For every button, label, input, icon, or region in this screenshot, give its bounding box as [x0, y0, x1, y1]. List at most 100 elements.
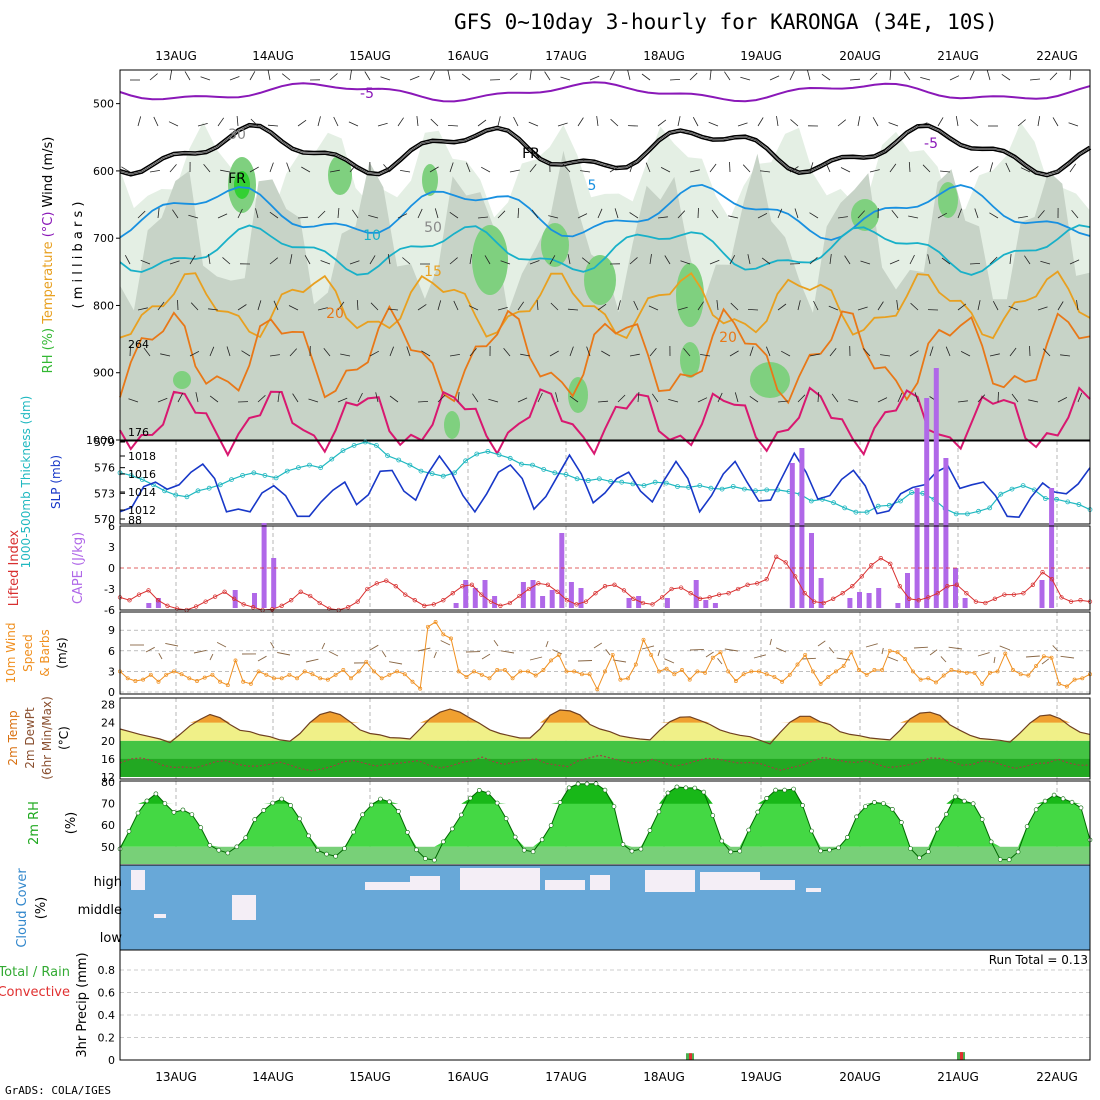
- wind-barb: [970, 119, 979, 127]
- thickness-point: [1054, 496, 1059, 502]
- wind-speed-point: [780, 679, 785, 684]
- wind-barb: [208, 308, 219, 311]
- wind-barb: [548, 215, 559, 219]
- wind-barb: [177, 299, 179, 311]
- cape-bar: [693, 580, 699, 608]
- rh-point: [611, 804, 617, 809]
- wind-barb: [349, 164, 357, 173]
- wind-barb: [172, 209, 179, 219]
- lifted-index-point: [697, 596, 703, 601]
- rh-point: [243, 835, 248, 841]
- lifted-index-point: [935, 591, 940, 596]
- thickness-point: [362, 439, 368, 445]
- wind-speed-point: [133, 679, 138, 683]
- wind-barb: [617, 394, 626, 403]
- surface-wind-barb: [577, 660, 593, 662]
- stability-frame: [119, 525, 1091, 611]
- ylabel-part: Wind: [41, 171, 56, 208]
- cloud-level-label: middle: [78, 903, 122, 918]
- wind-barb: [137, 116, 142, 127]
- wind-barb: [189, 255, 196, 265]
- lifted-index-point: [469, 582, 475, 587]
- wind-barb: [637, 391, 640, 403]
- wind-speed-point: [910, 669, 915, 674]
- wind-barb: [1028, 399, 1039, 403]
- precip-frame: [119, 949, 1091, 1061]
- thickness-point: [519, 461, 524, 467]
- wind-barb: [129, 345, 131, 357]
- cape-ylabel: CAPE (J/kg): [71, 532, 86, 604]
- cape-bar: [895, 603, 901, 608]
- wind-barb: [169, 164, 177, 173]
- rh-point: [333, 853, 338, 859]
- date-label-bottom: 22AUG: [1036, 1070, 1078, 1084]
- wind-barb: [848, 399, 859, 403]
- cape-bar: [943, 458, 949, 608]
- wind-speed-point: [610, 652, 615, 657]
- wind-barb: [609, 70, 615, 81]
- wind-barb: [1009, 347, 1017, 357]
- contour-label: -5: [924, 136, 938, 152]
- wind-barb: [529, 163, 537, 173]
- wind-barb: [137, 210, 146, 219]
- rh-point: [270, 800, 276, 806]
- pressure-ylabel: ( m i l l i b a r s ): [71, 202, 86, 309]
- cloud-unit: (%): [34, 897, 49, 920]
- wind-barb: [880, 354, 891, 357]
- lifted-index-point: [688, 591, 693, 596]
- wind-barb: [273, 300, 279, 311]
- temp-tick: 28: [101, 699, 115, 712]
- wind-speed-point: [880, 668, 885, 672]
- date-label-top: 13AUG: [155, 49, 197, 63]
- thickness-point: [217, 482, 223, 488]
- lifted-index-point: [289, 598, 294, 603]
- lifted-index-point: [1059, 595, 1064, 600]
- rh-point: [1069, 799, 1075, 805]
- wind-barb: [550, 302, 559, 311]
- wind-barb: [869, 169, 880, 173]
- wind-barb: [500, 260, 511, 265]
- wind-barb: [409, 75, 420, 81]
- lifted-index-point: [212, 594, 218, 599]
- surface-wind-barb: [328, 650, 339, 657]
- surface-wind-barb: [865, 643, 878, 648]
- rh-blob: [541, 223, 569, 267]
- wind-speed-point: [556, 652, 561, 657]
- wind-barb: [226, 346, 231, 357]
- rh-blob: [568, 377, 588, 413]
- wind-barb: [337, 301, 345, 311]
- surface-wind-barb: [529, 656, 543, 661]
- rh-point: [216, 847, 222, 853]
- lifted-index-point: [165, 603, 170, 608]
- rh-point: [710, 813, 716, 818]
- thickness-point: [875, 503, 881, 509]
- rh-point: [378, 796, 383, 802]
- thickness-point: [652, 479, 658, 485]
- thickness-point: [396, 457, 402, 463]
- wind-barb: [917, 122, 928, 127]
- thickness-point: [496, 452, 502, 458]
- lifted-index-point: [802, 591, 807, 596]
- rh-point: [755, 809, 761, 815]
- cape-bar: [933, 368, 939, 608]
- thickness-point: [139, 477, 145, 483]
- cape-bar: [463, 580, 469, 608]
- cloud-gap: [760, 880, 795, 890]
- lifted-index-point: [707, 595, 712, 600]
- wind-speed-point: [325, 677, 330, 682]
- wind-barb: [209, 395, 219, 403]
- cape-bar: [261, 523, 267, 608]
- wind-barb: [449, 211, 459, 219]
- wind-speed-point: [864, 672, 869, 677]
- wind-barb: [857, 116, 861, 127]
- wind-barb: [137, 307, 148, 311]
- wind-barb: [761, 257, 771, 265]
- rh-point: [961, 798, 967, 804]
- wind-speed-point: [395, 669, 400, 674]
- wind-barb: [1017, 216, 1028, 219]
- surface-wind-barb: [940, 656, 947, 663]
- surface-wind-barb: [145, 646, 155, 653]
- date-label-top: 19AUG: [740, 49, 782, 63]
- rh-blob: [173, 371, 191, 389]
- wind-speed-point: [479, 672, 484, 677]
